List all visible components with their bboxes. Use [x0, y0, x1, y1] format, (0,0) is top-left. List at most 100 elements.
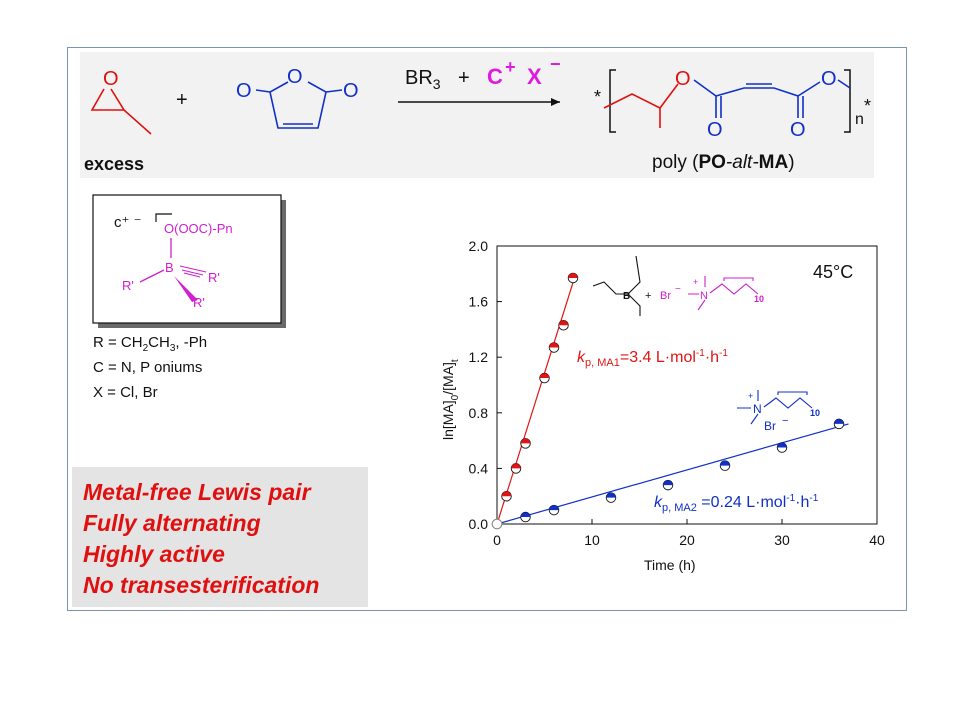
point-open-marker [491, 518, 503, 530]
highlights-box: Metal-free Lewis pair Fully alternating … [72, 467, 368, 607]
k-ma2-sub: p, MA2 [662, 502, 697, 514]
data-point-ma1 [501, 490, 512, 502]
k-ma2-value: =0.24 L·mol [697, 494, 786, 511]
point-marker-fill [539, 373, 550, 379]
y-axis-label: ln[MA]0/[MA]t [440, 359, 461, 440]
reagent-plus: + [458, 67, 470, 89]
data-point-ma1 [520, 438, 531, 449]
data-point-ma2 [548, 504, 560, 516]
k-ma1-h: ·h [705, 349, 719, 366]
catalyst-charges: c⁺ ⁻ [114, 214, 142, 231]
k-ma1-k: k [577, 349, 586, 366]
inset-ma1-plus: + [645, 290, 651, 302]
y-tick-label: 1.6 [469, 294, 489, 310]
x-axis-ticks: 0 10 20 30 40 [493, 519, 885, 548]
k-ma1-exp2: -1 [719, 348, 728, 359]
catalyst-hashed-bond [179, 265, 207, 278]
maleic-anhydride-structure: O O O [236, 66, 359, 129]
inset-ma2-anion-charge: − [782, 415, 788, 427]
x-tick-label: 20 [679, 532, 695, 548]
note-r-post: , -Ph [175, 334, 208, 351]
polymer-repeat-n: n [855, 111, 864, 128]
catalyst-r-right: R' [208, 270, 220, 285]
data-point-ma1 [539, 372, 550, 384]
polymer-po-bonds [603, 83, 679, 128]
data-point-ma1 [558, 319, 569, 331]
k-ma1-label: kp, MA1=3.4 L·mol-1·h-1 [577, 348, 728, 369]
k-ma1-exp1: -1 [696, 348, 705, 359]
y-axis-ticks: 0.0 0.4 0.8 1.2 1.6 2.0 [469, 238, 502, 532]
data-point-ma2 [605, 492, 617, 503]
y-tick-label: 0.8 [469, 405, 489, 421]
epoxide-oxygen: O [103, 68, 119, 90]
polymer-name-ma: MA [759, 152, 789, 173]
reaction-arrowhead [551, 98, 560, 106]
data-point-ma1 [548, 342, 560, 353]
x-tick-label: 30 [774, 532, 790, 548]
inset-ma1-chain-n: 10 [754, 294, 764, 304]
note-c-definition: C = N, P oniums [93, 359, 203, 376]
note-r-definition: R = CH2CH3, -Ph [93, 334, 207, 354]
point-marker-fill [520, 512, 531, 518]
polymer-name: poly (PO-alt-MA) [652, 152, 795, 173]
highlight-no-transesterification: No transesterification [83, 572, 320, 598]
point-marker-fill [777, 442, 787, 448]
y-axis-label-main: ln[MA] [440, 400, 456, 440]
polymer-carbonyl-oxygen-right: O [790, 119, 806, 141]
data-point-ma2 [719, 460, 731, 471]
point-marker-fill [549, 505, 559, 511]
y-tick-label: 0.0 [469, 516, 489, 532]
point-marker-fill [549, 342, 559, 348]
epoxide-structure: O [90, 68, 152, 135]
note-r-pre: R = CH [93, 334, 143, 351]
catalyst-bracket [155, 213, 172, 222]
data-point-ma2 [520, 511, 531, 523]
note-r-mid: CH [148, 334, 170, 351]
data-point-ma2 [491, 518, 503, 530]
point-marker-fill [511, 463, 521, 469]
inset-ma1-boron: B [623, 291, 630, 302]
polymer-ester-oxygen: O [821, 68, 837, 90]
k-ma2-k: k [654, 494, 663, 511]
catalyst-r-left: R' [122, 278, 134, 293]
catalyst-wedge-bond [174, 276, 198, 302]
catalyst-substituent: O(OOC)-Pn [164, 221, 233, 236]
polymer-structure: * O O O O n * [594, 68, 871, 141]
inset-structure-ma2: + N 10 Br − [737, 390, 820, 433]
polymer-star-right: * [864, 96, 871, 116]
catalyst-left-bond [139, 269, 165, 283]
note-r-sub2: 3 [169, 343, 176, 354]
fit-line-ma1 [496, 276, 576, 525]
point-marker-fill [606, 492, 616, 498]
data-point-ma2 [662, 479, 674, 491]
inset-ma2-ammonium-bonds [737, 390, 813, 425]
polymer-carbonyl-oxygen-left: O [707, 119, 723, 141]
polymer-name-prefix: poly ( [652, 152, 699, 173]
catalyst-box: c⁺ ⁻ O(OOC)-Pn B R' R' R' [92, 194, 286, 328]
reaction-scheme-band [80, 52, 874, 178]
catalyst-boron: B [165, 260, 174, 275]
point-marker-fill [520, 438, 531, 444]
kinetics-chart: 0 10 20 30 40 0.0 0.4 0.8 1.2 1.6 2.0 Time (h) ln… [440, 238, 885, 573]
svg-text:BR3: BR3 [405, 67, 441, 92]
note-r-sub1: 2 [142, 343, 149, 354]
data-point-ma1 [567, 272, 579, 284]
highlight-highly-active: Highly active [83, 541, 225, 567]
point-marker-fill [558, 320, 569, 326]
y-axis-label-sub0: 0 [450, 394, 461, 400]
anhydride-ring-bonds [255, 81, 343, 129]
inset-ma2-anion: Br [764, 419, 776, 433]
inset-ma1-anion-charge: − [675, 284, 681, 295]
highlight-metal-free: Metal-free Lewis pair [83, 479, 311, 505]
plot-frame [496, 245, 878, 525]
polymer-name-alt: -alt- [726, 152, 759, 173]
k-ma1-sub: p, MA1 [585, 357, 620, 369]
reagent-label: BR3 + C + X − [405, 54, 561, 92]
temperature-label: 45°C [813, 262, 853, 282]
x-tick-label: 40 [869, 532, 885, 548]
k-ma2-exp1: -1 [786, 493, 795, 504]
anhydride-ring-oxygen: O [287, 66, 303, 88]
inset-ma1-anion: Br [660, 290, 671, 302]
reagent-br-subscript: 3 [433, 76, 441, 92]
x-tick-label: 10 [584, 532, 600, 548]
